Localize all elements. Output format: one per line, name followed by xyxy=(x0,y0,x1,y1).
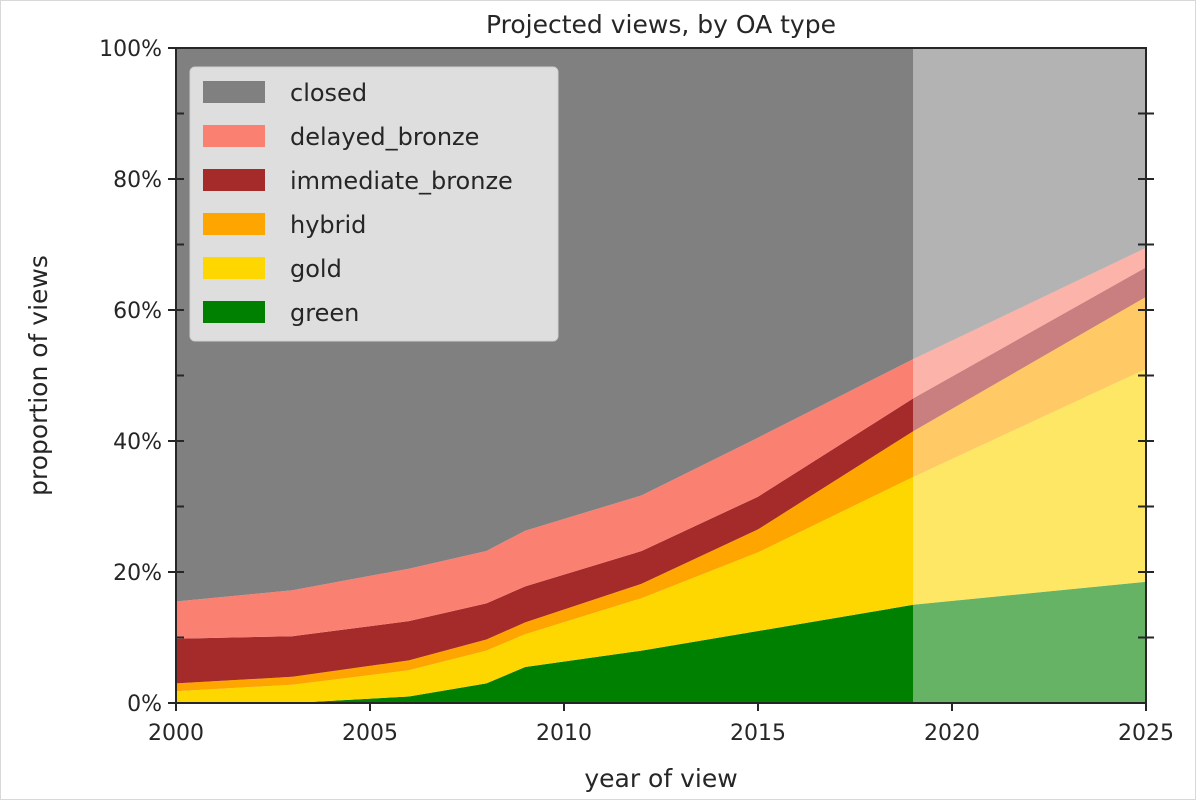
x-tick-label: 2010 xyxy=(536,721,592,746)
legend-label-hybrid: hybrid xyxy=(290,211,366,239)
y-tick-label: 60% xyxy=(113,299,162,324)
legend-label-gold: gold xyxy=(290,255,342,283)
legend-label-delayed-bronze: delayed_bronze xyxy=(290,123,479,151)
legend-label-green: green xyxy=(290,299,359,327)
y-axis-title: proportion of views xyxy=(24,255,53,496)
area-delayed-bronze-projected xyxy=(913,247,1146,399)
chart-title: Projected views, by OA type xyxy=(486,10,836,39)
y-tick-label: 20% xyxy=(113,561,162,586)
y-axis: 0% 20% 40% 60% 80% 100% xyxy=(99,37,1154,717)
y-tick-label: 40% xyxy=(113,430,162,455)
area-green xyxy=(176,604,914,703)
area-hybrid-projected xyxy=(913,296,1146,477)
legend-label-closed: closed xyxy=(290,79,367,107)
x-tick-label: 2000 xyxy=(148,721,204,746)
legend-swatch-delayed-bronze xyxy=(203,125,265,147)
legend-swatch-closed xyxy=(203,81,265,103)
legend-swatch-hybrid xyxy=(203,213,265,235)
x-tick-label: 2005 xyxy=(342,721,398,746)
legend-swatch-immediate-bronze xyxy=(203,169,265,191)
area-closed-projected xyxy=(913,48,1146,360)
y-tick-label: 80% xyxy=(113,168,162,193)
area-delayed-bronze xyxy=(176,359,914,639)
area-green-projected xyxy=(913,581,1146,703)
legend-box xyxy=(189,66,559,342)
area-gold-projected xyxy=(913,368,1146,605)
legend: closed delayed_bronze immediate_bronzehybr… xyxy=(189,66,559,342)
area-immediate-bronze xyxy=(176,398,914,684)
y-tick-label: 100% xyxy=(99,37,162,62)
legend-swatch-green xyxy=(203,301,265,323)
legend-swatch-gold xyxy=(203,257,265,279)
projected-areas xyxy=(913,48,1146,703)
x-tick-label: 2015 xyxy=(730,721,786,746)
x-axis: 2000 2005 2010 2015 2020 2025 xyxy=(148,703,1174,746)
x-axis-title: year of view xyxy=(584,764,737,793)
y-tick-label: 0% xyxy=(127,692,162,717)
area-immediate-bronze-projected xyxy=(913,267,1146,432)
legend-label-immediate-bronze: immediate_bronze xyxy=(290,167,513,195)
x-tick-label: 2025 xyxy=(1118,721,1174,746)
area-gold xyxy=(176,477,914,703)
x-tick-label: 2020 xyxy=(924,721,980,746)
